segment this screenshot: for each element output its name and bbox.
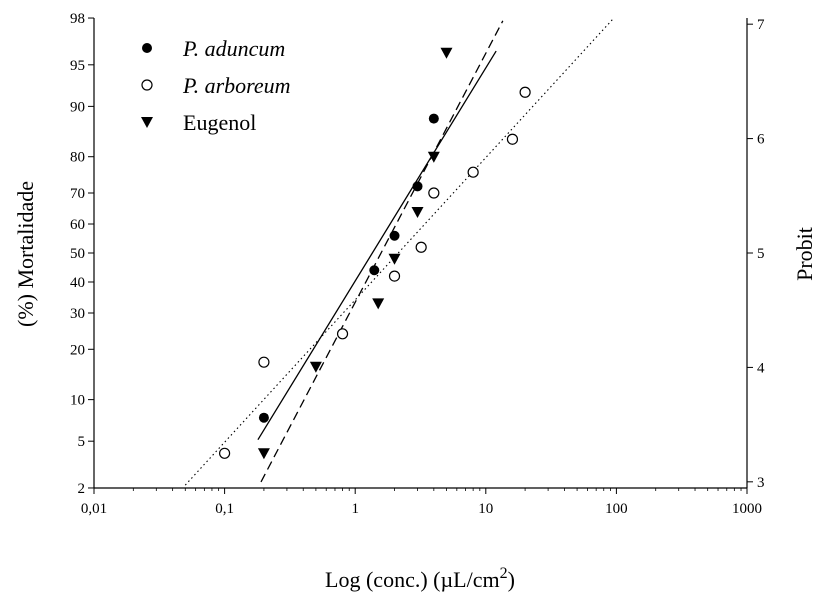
y2-tick-label: 3 [757, 475, 765, 491]
data-point-p-arboreum [467, 166, 479, 178]
x-tick-label: 100 [605, 501, 628, 517]
fit-line-p-arboreum [184, 18, 615, 486]
x-tick-label: 1000 [732, 501, 762, 517]
x-axis-title: Log (conc.) (µL/cm2) [325, 565, 515, 592]
y-tick-label: 40 [70, 275, 85, 291]
axes: 0,01 0,1 1 10 100 1000 2 5 10 20 30 40 50 60 70 80 90 95 9… [70, 11, 765, 517]
x-tick-label: 0,01 [81, 501, 107, 517]
data-point-eugenol [427, 151, 440, 163]
legend-label: P. aduncum [182, 36, 285, 61]
legend-label: Eugenol [183, 110, 256, 135]
y-axis-title: (%) Mortalidade [13, 181, 38, 327]
y-tick-label: 70 [70, 186, 85, 202]
data-point-p-arboreum [336, 328, 349, 340]
plot-area [184, 18, 615, 486]
legend-marker [142, 43, 152, 53]
data-point-p-aduncum [412, 181, 423, 192]
data-point-eugenol [257, 448, 270, 460]
y-tick-label: 95 [70, 58, 85, 74]
y2-axis-title: Probit [792, 227, 817, 281]
fit-line-p-aduncum [257, 50, 497, 440]
y2-tick-label: 7 [757, 17, 765, 33]
y-tick-label: 2 [78, 481, 86, 497]
data-point-eugenol [309, 361, 322, 373]
data-point-p-arboreum [506, 133, 519, 145]
data-point-p-aduncum [389, 230, 400, 241]
data-point-p-aduncum [258, 412, 269, 423]
data-point-p-arboreum [415, 241, 427, 253]
legend: P. aduncum P. arboreum Eugenol [141, 36, 291, 135]
y2-tick-label: 5 [757, 246, 765, 262]
legend-marker [141, 117, 153, 128]
data-point-eugenol [411, 206, 424, 218]
data-point-p-aduncum [428, 113, 439, 124]
fit-line-eugenol [260, 20, 504, 483]
data-point-p-aduncum [369, 265, 380, 276]
x-tick-label: 10 [478, 501, 493, 517]
data-point-p-arboreum [388, 270, 401, 282]
data-point-eugenol [440, 47, 453, 59]
y-tick-label: 90 [70, 99, 85, 115]
y-tick-label: 60 [70, 217, 85, 233]
y2-tick-label: 6 [757, 132, 765, 148]
legend-marker [141, 79, 153, 91]
data-point-p-arboreum [519, 86, 531, 98]
data-point-eugenol [388, 253, 401, 265]
y-tick-label: 80 [70, 150, 85, 166]
data-point-eugenol [372, 298, 385, 310]
y2-tick-label: 4 [757, 360, 765, 376]
x-tick-label: 1 [351, 501, 359, 517]
data-point-p-arboreum [428, 187, 440, 199]
y-tick-label: 20 [70, 342, 85, 358]
y-tick-label: 5 [78, 434, 86, 450]
data-point-p-arboreum [258, 356, 270, 368]
data-point-p-arboreum [219, 447, 231, 459]
legend-label: P. arboreum [182, 73, 291, 98]
x-tick-label: 0,1 [215, 501, 234, 517]
y-tick-label: 10 [70, 393, 85, 409]
y-tick-label: 50 [70, 246, 85, 262]
y-tick-label: 98 [70, 11, 85, 27]
y-tick-label: 30 [70, 306, 85, 322]
